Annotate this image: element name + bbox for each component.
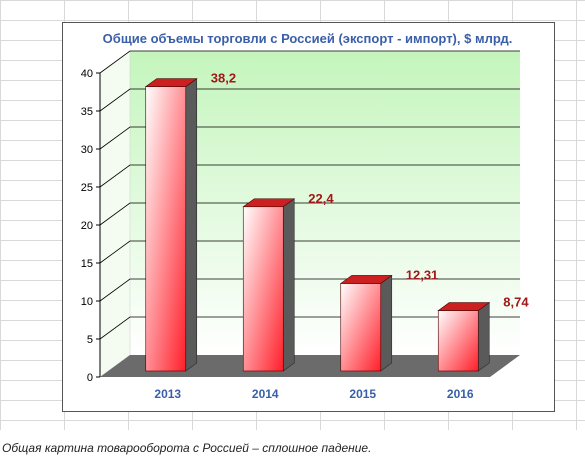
bar-front xyxy=(145,86,187,372)
x-tick-label: 2016 xyxy=(447,387,474,401)
data-label: 8,74 xyxy=(503,295,529,310)
bar-2015 xyxy=(339,274,393,372)
bars xyxy=(144,78,491,372)
gridline-diagonal xyxy=(99,278,131,302)
data-label: 12,31 xyxy=(406,267,439,282)
gridline-diagonal xyxy=(99,316,131,340)
y-tick-label: 35 xyxy=(81,106,93,118)
figure-caption: Общая картина товарооборота с Россией – … xyxy=(2,441,372,455)
bar-top xyxy=(242,198,296,208)
data-label: 38,2 xyxy=(211,71,236,86)
y-tick-label: 40 xyxy=(81,68,93,80)
gridline-diagonal xyxy=(99,240,131,264)
labels: 38,2 2013 22,4 2014 12,31 2015 8,74 2016 xyxy=(154,71,529,401)
bar-2013 xyxy=(144,78,198,372)
floor xyxy=(100,355,520,377)
y-tick-label: 30 xyxy=(81,144,93,156)
bar-2014 xyxy=(242,198,296,372)
chart-title: Общие объемы торговли с Россией (экспорт… xyxy=(102,31,513,46)
bar-side xyxy=(282,198,295,372)
y-tick-label: 0 xyxy=(87,372,93,384)
bar-front xyxy=(340,283,382,372)
gridline-diagonal xyxy=(99,126,131,150)
x-tick-label: 2015 xyxy=(349,387,376,401)
bar-side xyxy=(477,301,490,372)
data-label: 22,4 xyxy=(308,191,334,206)
bar-side xyxy=(380,274,393,372)
y-tick-label: 25 xyxy=(81,182,93,194)
y-tick-label: 20 xyxy=(81,220,93,232)
bar-top xyxy=(339,275,393,284)
gridline-diagonal xyxy=(99,202,131,226)
bar-front xyxy=(242,206,284,372)
y-tick-label: 10 xyxy=(81,296,93,308)
x-tick-label: 2014 xyxy=(252,387,279,401)
y-tick-label: 15 xyxy=(81,258,93,270)
bar-side xyxy=(185,78,198,372)
gridline-diagonal xyxy=(99,50,131,74)
bar-front xyxy=(437,310,479,372)
bar-top xyxy=(437,302,491,311)
x-tick-label: 2013 xyxy=(154,387,181,401)
bar-2016 xyxy=(437,301,491,372)
y-tick-label: 5 xyxy=(87,334,93,346)
gridline-diagonal xyxy=(99,88,131,112)
y-axis: 0 5 10 15 20 25 30 35 40 xyxy=(81,68,101,384)
gridline-diagonal xyxy=(99,164,131,188)
bar-top xyxy=(144,78,198,87)
